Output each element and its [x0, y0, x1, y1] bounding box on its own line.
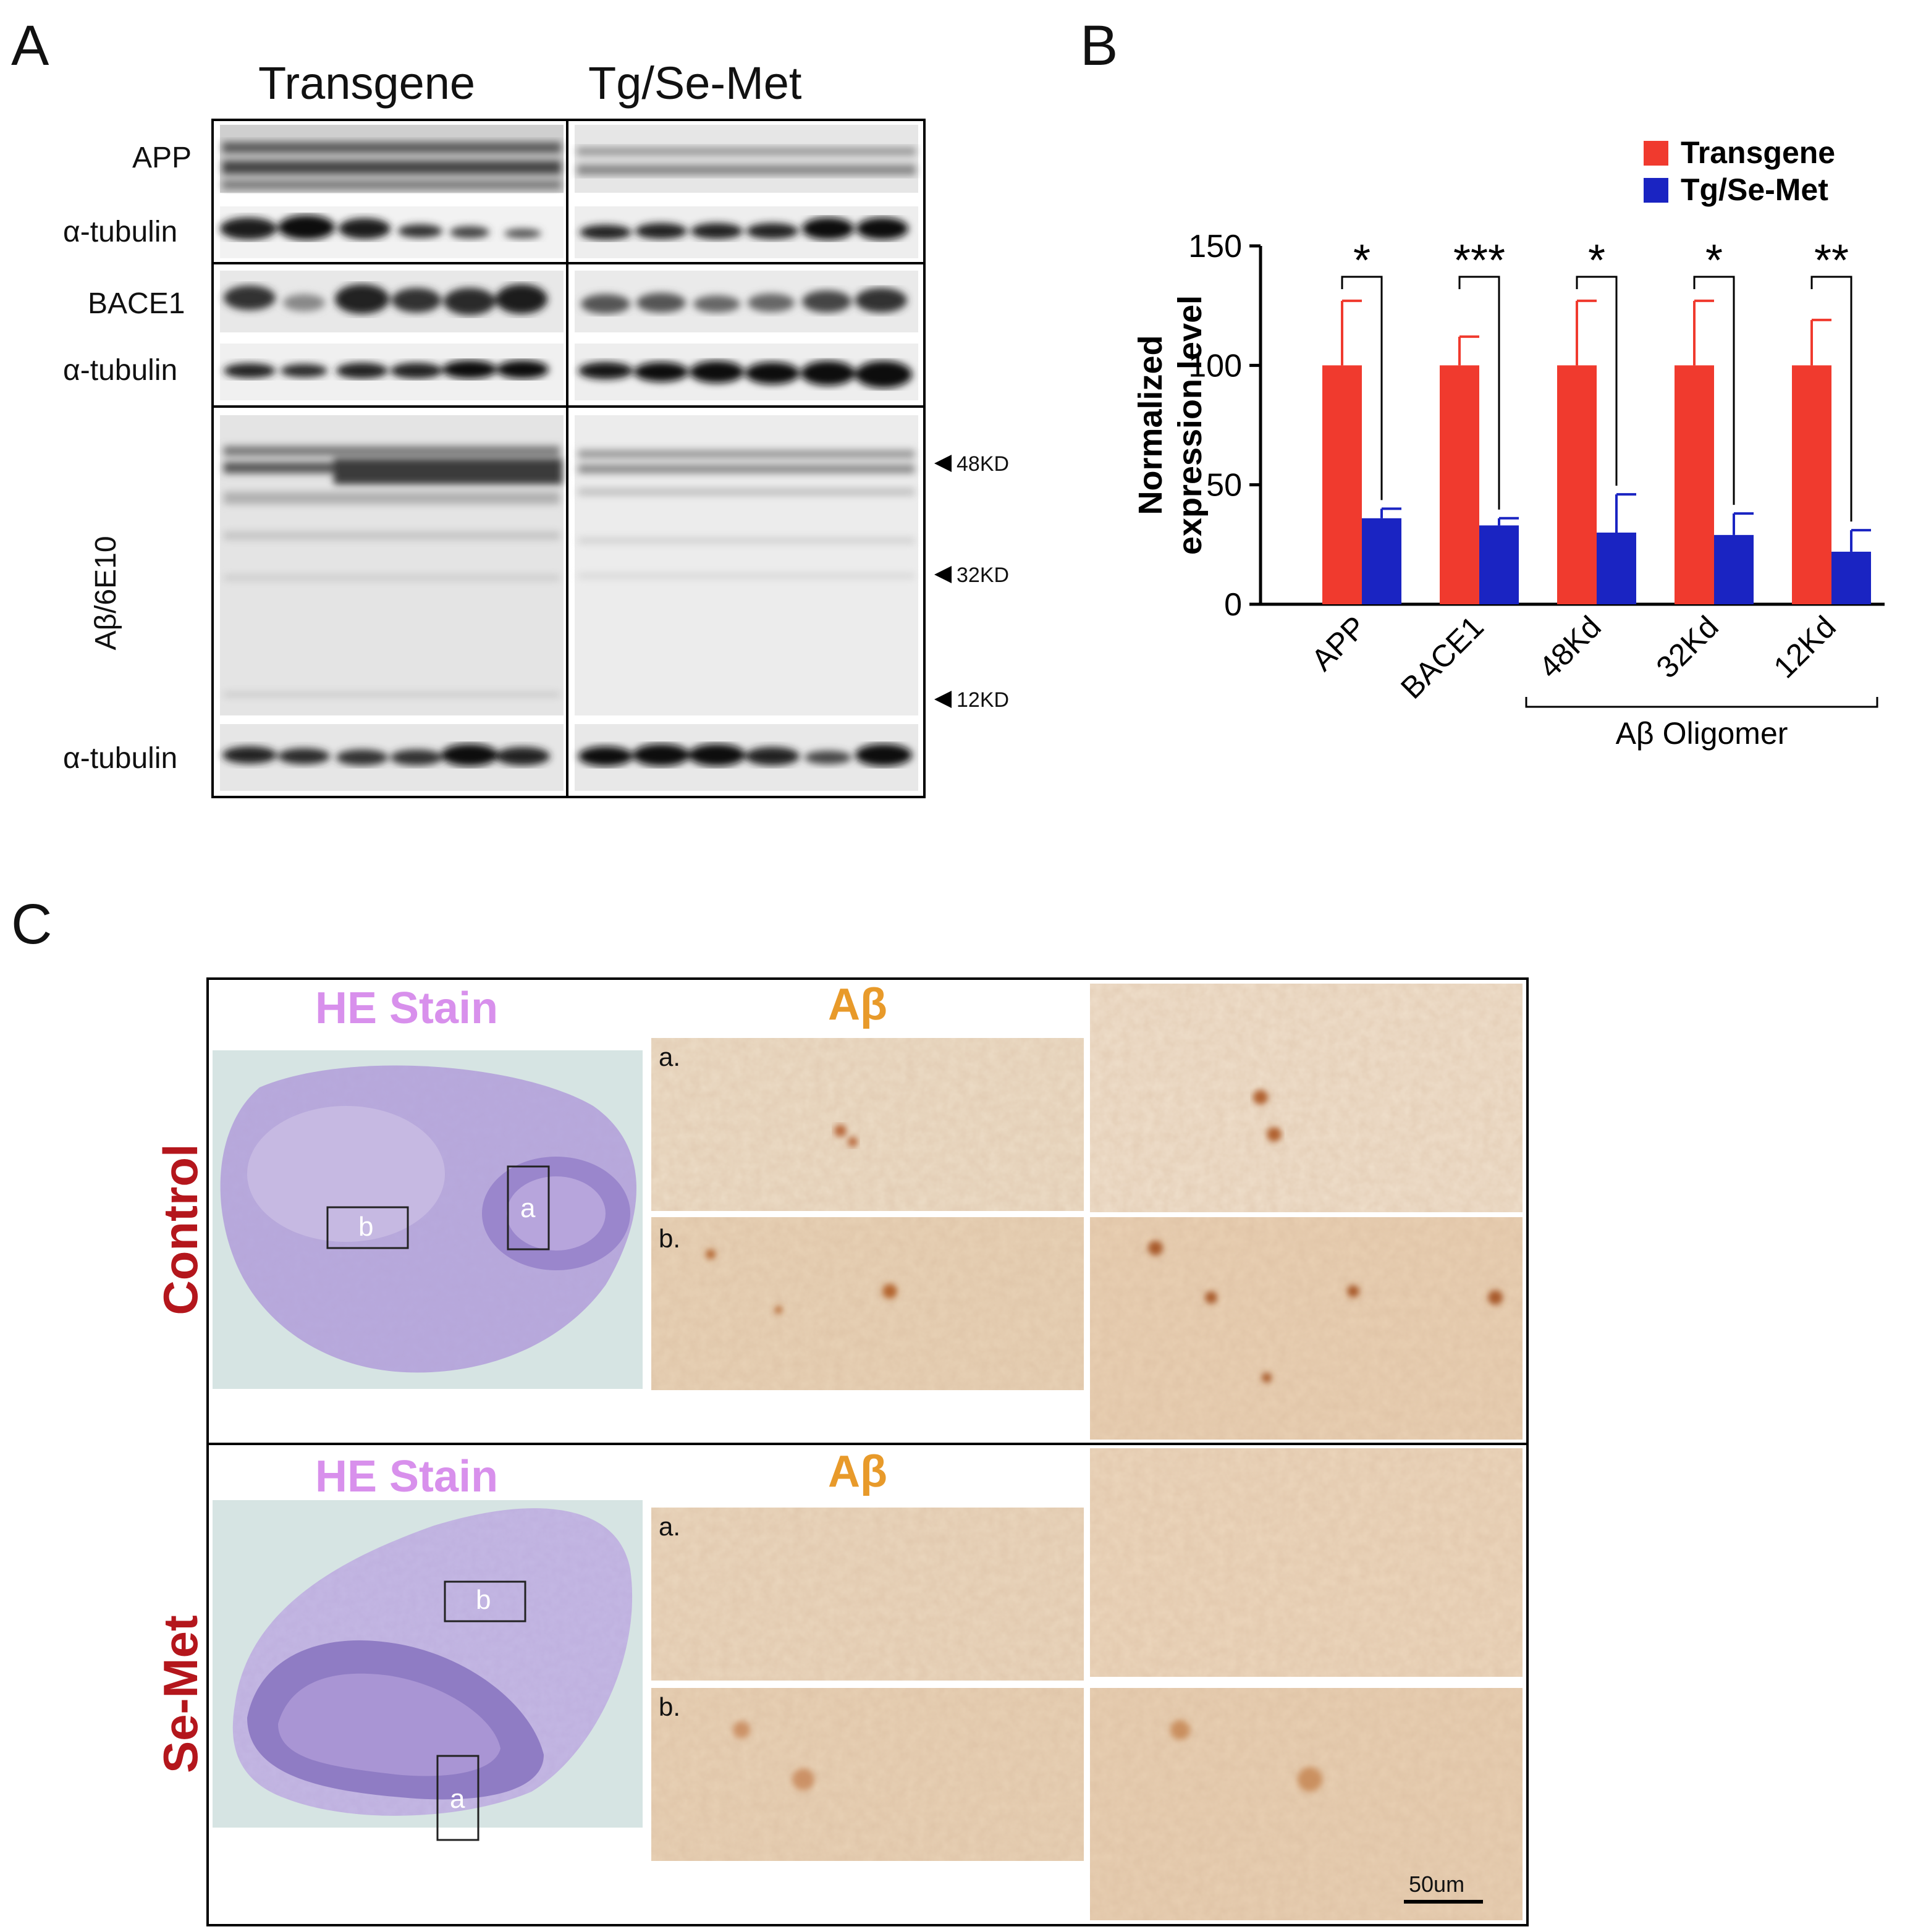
sub-label-control-b: b.	[659, 1224, 681, 1253]
marker-12kd: 12KD	[957, 688, 1010, 712]
blot-bace1-transgene	[220, 271, 564, 332]
legend-label-transgene: Transgene	[1681, 135, 1835, 170]
abeta-stain-label-control: Aβ	[828, 980, 887, 1029]
y-tick-label: 150	[1188, 229, 1242, 264]
abeta-image-semet-b-small	[651, 1688, 1084, 1861]
blot-abeta-transgene	[220, 415, 564, 715]
blot-divider-2	[211, 405, 926, 408]
abeta-image-semet-b-large	[1090, 1688, 1523, 1920]
y-tick-label: 0	[1224, 587, 1242, 623]
blot-app-tg-semet	[575, 125, 918, 193]
bar-tg-semet-32kd	[1714, 534, 1754, 604]
y-tick-label: 50	[1206, 468, 1242, 504]
panel-label-b: B	[1080, 14, 1118, 77]
bar-transgene-bace1	[1440, 365, 1479, 604]
he-image-control	[213, 1050, 643, 1389]
abeta-image-semet-a-small	[651, 1508, 1084, 1681]
box-label-b-control: b	[358, 1212, 374, 1242]
marker-arrow-32	[934, 566, 952, 583]
significance-bracket	[1693, 276, 1735, 505]
bar-transgene-12kd	[1792, 365, 1831, 604]
significance-bracket	[1341, 276, 1383, 500]
significance-bracket	[1458, 276, 1500, 510]
bar-transgene-48kd	[1557, 365, 1597, 604]
blot-divider-1	[211, 262, 926, 264]
y-ticks: 0 50 100 150	[1188, 229, 1261, 623]
bars: * *** * * **	[1322, 236, 1871, 604]
blot-bace1-tg-semet	[575, 271, 918, 332]
blot-strips	[220, 125, 952, 791]
histology-row-divider	[206, 1443, 1529, 1445]
marker-arrow-12	[934, 691, 952, 708]
blot-tubulin-2-tg-semet	[575, 344, 918, 400]
abeta-image-control-a-small	[651, 1038, 1084, 1211]
box-label-a-semet: a	[450, 1784, 465, 1814]
sub-label-semet-b: b.	[659, 1692, 681, 1721]
blot-abeta-tg-semet	[575, 415, 918, 715]
panel-label-a: A	[11, 14, 49, 77]
group-label-transgene: Transgene	[258, 57, 476, 109]
marker-arrow-48	[934, 455, 952, 472]
region-box-b-control	[326, 1206, 409, 1249]
y-tick-label: 100	[1188, 348, 1242, 384]
box-label-a-control: a	[520, 1193, 536, 1223]
he-stain-label-semet: HE Stain	[315, 1452, 499, 1501]
bar-tg-semet-app	[1362, 518, 1401, 604]
region-box-a-control	[507, 1165, 550, 1251]
legend-swatch-transgene	[1644, 141, 1668, 166]
row-label-tubulin-2: α-tubulin	[63, 354, 178, 387]
marker-48kd: 48KD	[957, 452, 1010, 476]
row-label-bace1: BACE1	[88, 287, 185, 320]
sub-label-semet-a: a.	[659, 1512, 681, 1541]
panel-label-c: C	[11, 893, 53, 956]
scale-bar-label: 50um	[1409, 1871, 1465, 1897]
significance-label: ***	[1453, 236, 1505, 285]
significance-bracket	[1576, 276, 1618, 486]
row-label-app: APP	[132, 141, 192, 174]
region-box-b-semet	[444, 1580, 526, 1622]
group-label-tg-semet: Tg/Se-Met	[588, 57, 802, 109]
he-image-semet	[213, 1500, 643, 1841]
abeta-image-control-b-large	[1090, 1217, 1523, 1440]
oligomer-bracket	[1525, 697, 1878, 708]
bar-transgene-app	[1322, 365, 1362, 604]
blot-tubulin-1-transgene	[220, 206, 564, 258]
abeta-image-control-a-large	[1090, 984, 1523, 1212]
y-axis-label-line-2: expression level	[1172, 295, 1209, 555]
oligomer-bracket-label: Aβ Oligomer	[1616, 716, 1788, 751]
legend-swatch-tg-semet	[1644, 178, 1668, 203]
y-axis-label-line-1: Normalized	[1132, 335, 1169, 515]
significance-label: *	[1705, 236, 1723, 285]
marker-32kd: 32KD	[957, 563, 1010, 587]
blot-app-transgene	[220, 125, 564, 193]
abeta-stain-label-semet: Aβ	[828, 1447, 887, 1496]
significance-label: *	[1353, 236, 1371, 285]
sub-label-control-a: a.	[659, 1042, 681, 1071]
significance-label: *	[1588, 236, 1605, 285]
blot-tubulin-1-tg-semet	[575, 206, 918, 258]
legend-label-tg-semet: Tg/Se-Met	[1681, 172, 1828, 207]
region-box-a-semet	[436, 1755, 479, 1841]
blot-tubulin-3-tg-semet	[575, 724, 918, 791]
significance-label: **	[1814, 236, 1849, 285]
bar-tg-semet-48kd	[1597, 533, 1636, 604]
row-label-tubulin-1: α-tubulin	[63, 216, 178, 248]
bar-tg-semet-bace1	[1479, 525, 1519, 604]
bar-tg-semet-12kd	[1831, 551, 1871, 604]
significance-bracket	[1810, 276, 1852, 522]
box-label-b-semet: b	[476, 1585, 491, 1615]
bar-transgene-32kd	[1675, 365, 1714, 604]
blot-tubulin-2-transgene	[220, 344, 564, 400]
row-label-tubulin-3: α-tubulin	[63, 742, 178, 775]
abeta-image-control-b-small	[651, 1217, 1084, 1390]
he-stain-label-control: HE Stain	[315, 984, 499, 1033]
abeta-image-semet-a-large	[1090, 1448, 1523, 1677]
blot-tubulin-3-transgene	[220, 724, 564, 791]
